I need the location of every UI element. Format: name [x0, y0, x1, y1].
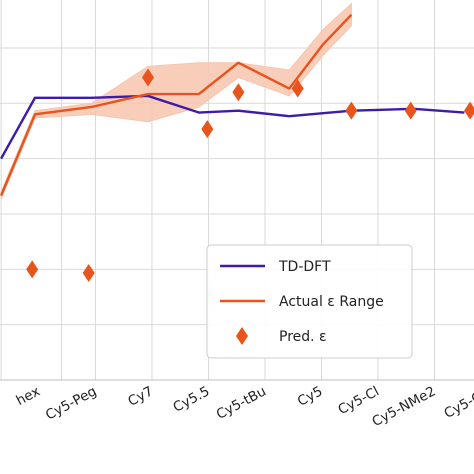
series-lines: [0, 13, 465, 196]
band-1: [0, 2, 352, 200]
series-line-0: [0, 94, 465, 160]
pred-marker-2: [142, 68, 154, 87]
pred-marker-1: [82, 264, 95, 283]
series-line-1: [0, 13, 353, 196]
x-tick-label: Cy5: [295, 383, 325, 409]
legend-swatch-2: [236, 327, 248, 345]
legend-box: [206, 244, 413, 359]
prediction-markers: [26, 68, 474, 283]
pred-marker-8: [464, 101, 474, 120]
pred-marker-7: [404, 101, 417, 120]
pred-marker-3: [201, 120, 214, 139]
pred-marker-4: [232, 83, 245, 102]
x-tick-label: Cy5-tBu: [214, 383, 269, 422]
legend-label: Pred. ε: [279, 329, 327, 345]
pred-marker-5: [291, 79, 304, 98]
x-tick-label: Cy7: [125, 383, 155, 409]
legend-label: TD-DFT: [278, 259, 331, 275]
x-tick-label: hex: [14, 383, 43, 409]
pred-marker-6: [345, 101, 358, 120]
legend-label: Actual ε Range: [279, 294, 384, 310]
pred-marker-0: [26, 260, 39, 279]
x-tick-label: Cy5-NMe2: [369, 383, 438, 430]
legend: TD-DFT Actual ε Range Pred. ε: [206, 244, 413, 359]
range-bands: [0, 2, 352, 200]
x-tick-label: Cy5-Peg: [43, 383, 99, 423]
x-tick-labels: hex Cy5-Peg Cy7 Cy5.5 Cy5-tBu Cy5 Cy5-ClCy5-NM…: [14, 383, 474, 430]
x-tick-label: Cy5-CM: [441, 383, 474, 422]
x-tick-label: Cy5.5: [171, 383, 213, 415]
